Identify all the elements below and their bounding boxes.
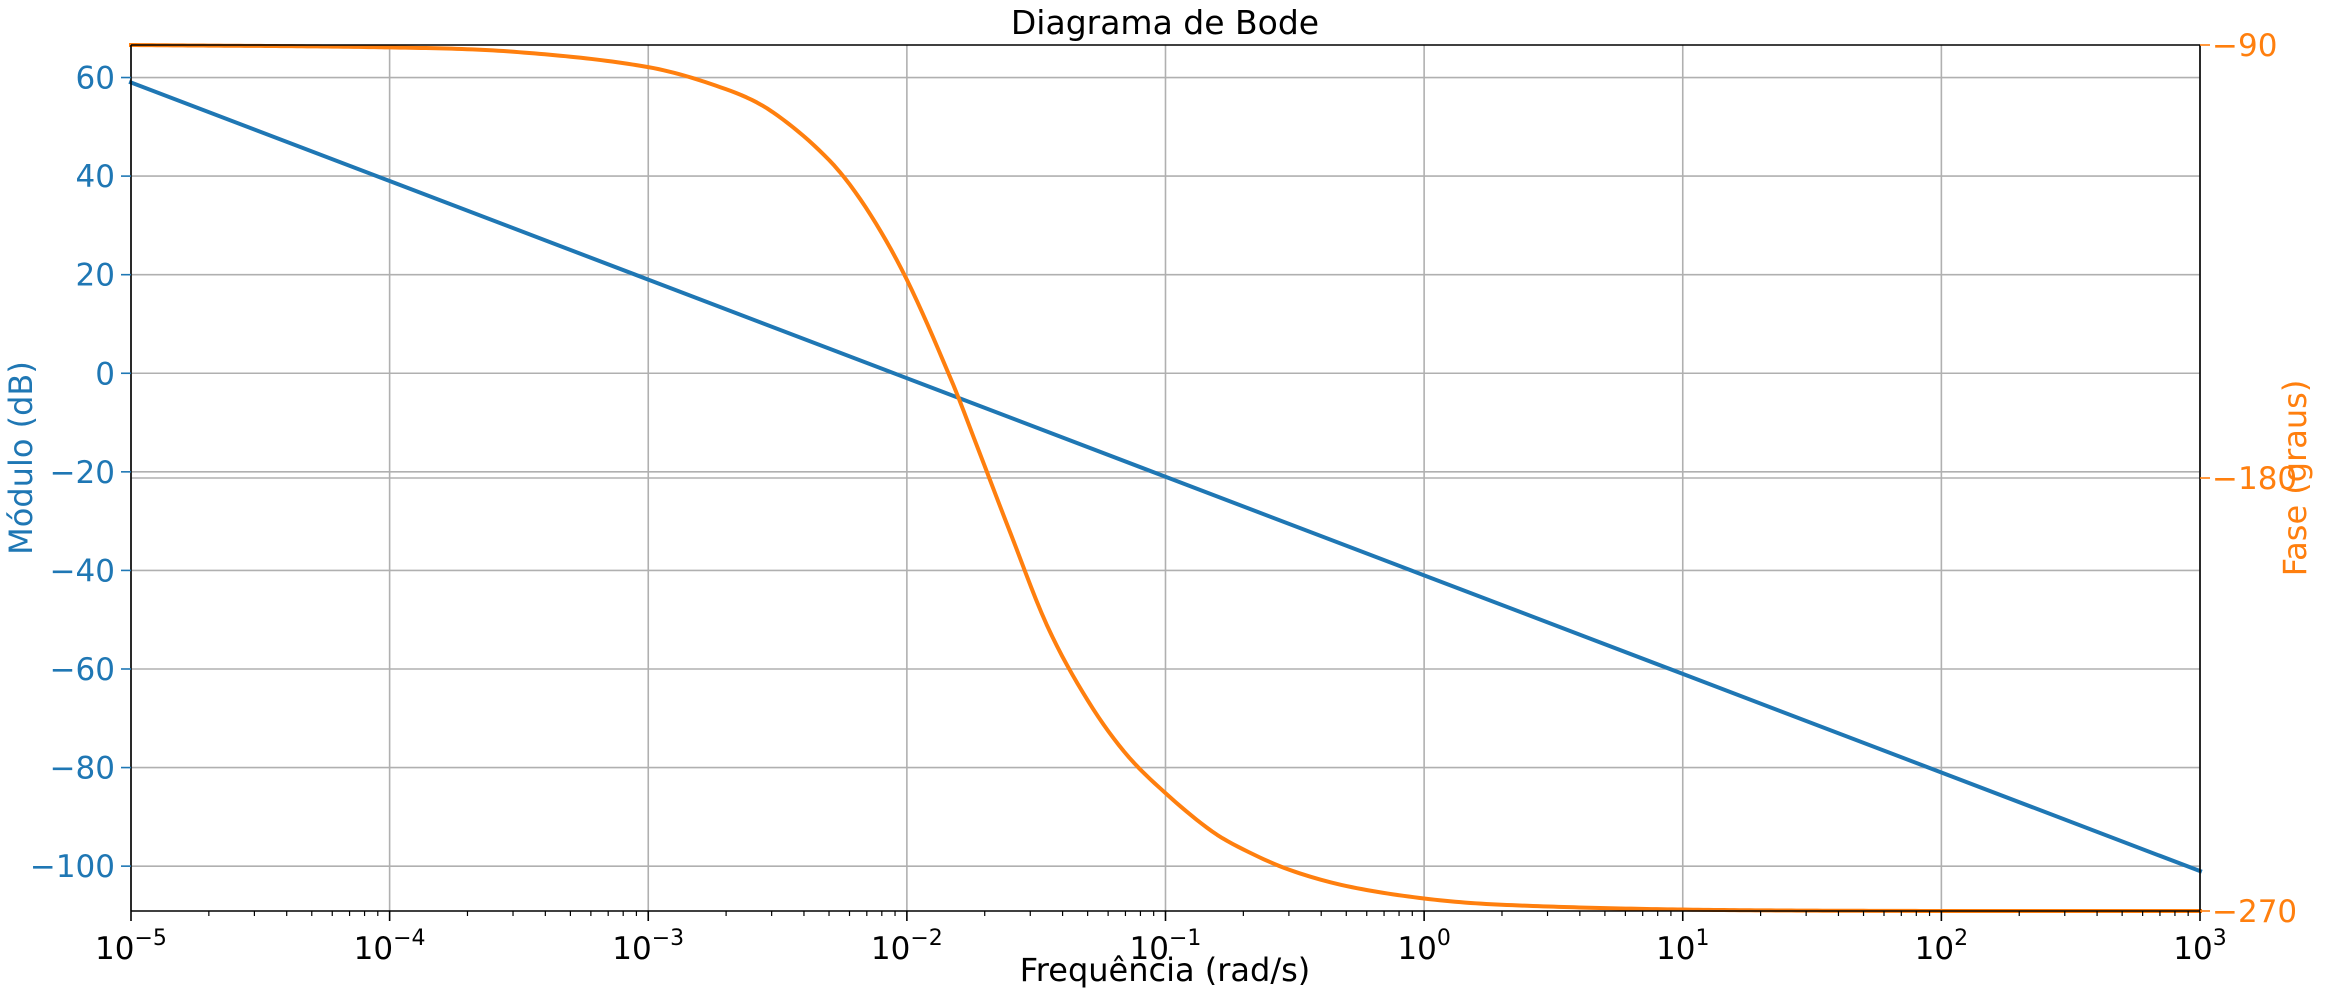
axes-group: 10−5 10−4 10−3 10−2 10−1 100 101 102 1036040200−… [30,28,2297,967]
x-tick-base: 10 [2173,931,2212,967]
x-tick-base: 10 [871,931,910,967]
y-left-tick-label: 60 [76,61,115,97]
x-tick-exponent: −1 [1169,926,1201,951]
chart-title: Diagrama de Bode [1011,3,1319,42]
x-tick-label: 10−2 [871,926,943,967]
y-right-tick-label: −270 [2212,894,2297,930]
y-left-tick-label: 40 [76,159,115,195]
x-tick-exponent: −3 [652,926,684,951]
x-tick-base: 10 [95,931,134,967]
x-tick-exponent: −4 [393,926,425,951]
x-tick-base: 10 [1397,931,1436,967]
grid-lines [130,45,2201,911]
y-left-tick-label: −80 [50,751,115,787]
x-tick-exponent: −5 [135,926,167,951]
y-right-tick-label: −90 [2212,28,2277,64]
y-left-tick-label: −20 [50,455,115,491]
x-tick-label: 100 [1397,926,1450,967]
x-tick-label: 101 [1656,926,1709,967]
x-tick-exponent: 3 [2213,926,2227,951]
y-left-tick-label: 0 [95,356,115,392]
x-tick-label: 10−1 [1130,926,1202,967]
x-axis-label: Frequência (rad/s) [1020,951,1311,989]
x-tick-base: 10 [354,931,393,967]
x-tick-base: 10 [612,931,651,967]
x-tick-exponent: 0 [1437,926,1451,951]
x-tick-exponent: 2 [1954,926,1968,951]
x-tick-label: 103 [2173,926,2226,967]
y-right-tick-label: −180 [2212,461,2297,497]
x-tick-label: 10−3 [612,926,684,967]
y-left-tick-label: −40 [50,553,115,589]
x-tick-label: 102 [1915,926,1968,967]
x-tick-base: 10 [1130,931,1169,967]
x-tick-label: 10−4 [354,926,426,967]
y-left-tick-label: −100 [30,849,115,885]
x-tick-base: 10 [1656,931,1695,967]
magnitude-line [128,79,2203,874]
y-axis-left-label: Módulo (dB) [2,361,40,555]
y-left-tick-label: 20 [76,258,115,294]
y-left-tick-label: −60 [50,652,115,688]
x-tick-label: 10−5 [95,926,167,967]
x-tick-exponent: 1 [1695,926,1709,951]
x-tick-base: 10 [1915,931,1954,967]
x-tick-exponent: −2 [910,926,942,951]
y-axis-right-label: Fase (graus) [2276,380,2314,577]
